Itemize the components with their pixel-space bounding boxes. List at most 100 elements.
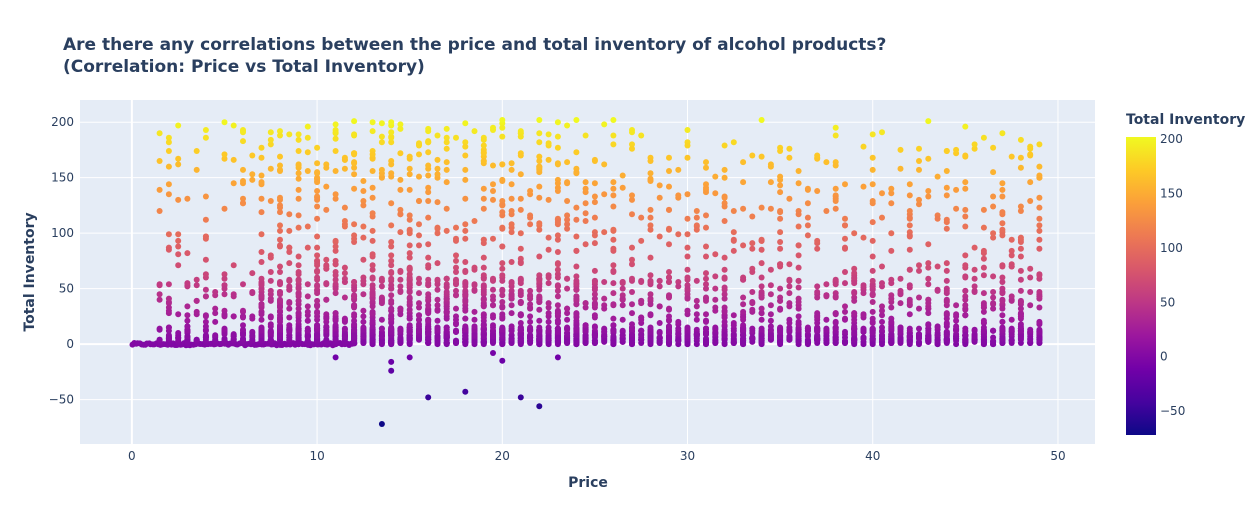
data-point [573,273,580,280]
data-point [795,313,802,320]
data-point [684,127,691,133]
data-point [240,313,246,320]
data-point [730,208,737,214]
data-point [934,286,941,293]
data-point [1017,334,1024,341]
data-point [462,283,469,290]
data-point [406,275,413,282]
data-point [406,289,413,295]
data-point [758,305,765,312]
data-point [638,316,645,323]
data-point [962,252,969,259]
y-tick-label: 150 [51,171,74,185]
data-point [434,276,441,283]
data-point [842,308,848,315]
data-point [351,327,358,334]
data-point [453,292,459,299]
data-point [795,321,802,328]
data-point [193,308,200,315]
data-point [629,196,635,203]
data-point [758,327,765,334]
data-point [980,302,987,309]
data-point [277,236,283,243]
data-point [656,194,663,201]
data-point [480,275,487,282]
data-point [795,223,802,230]
data-point [925,155,932,162]
data-point [990,234,997,241]
data-point [629,340,635,346]
data-point [406,250,413,257]
data-point [712,296,719,303]
data-point [406,216,413,223]
data-point [814,289,821,295]
data-point [1017,203,1024,210]
data-point [999,318,1006,325]
data-point [360,333,367,340]
data-point [471,316,478,323]
data-point [193,166,200,173]
data-point [934,263,941,270]
data-point [490,162,496,169]
data-point [397,125,404,132]
data-point [582,200,589,207]
data-point [730,229,737,236]
data-point [360,277,367,284]
data-point [258,333,265,340]
data-point [267,314,274,321]
data-point [777,182,784,189]
data-point [1027,152,1034,159]
data-point [786,326,793,333]
data-point [508,221,515,228]
data-point [1036,215,1043,222]
data-point [434,171,441,178]
data-point [323,164,330,171]
data-point [999,325,1006,332]
data-point [360,291,367,298]
data-point [351,235,358,242]
data-point [758,246,765,253]
data-point [712,251,719,258]
data-point [591,312,598,319]
x-tick-label: 50 [1050,449,1065,463]
data-point [554,283,561,290]
data-point [554,266,561,273]
data-point [277,227,283,234]
data-point [221,155,228,162]
data-point [332,331,339,338]
data-point [962,206,969,213]
data-point [406,186,413,193]
data-point [545,310,552,317]
data-point [962,179,969,186]
data-point [777,261,784,268]
data-point [156,186,163,193]
data-point [314,337,321,344]
data-point [842,181,848,188]
data-point [591,180,598,187]
data-point [332,237,339,244]
data-point [675,283,682,290]
data-point [943,310,950,317]
x-axis-title: Price [568,475,608,491]
data-point [332,290,339,297]
data-point [554,144,561,151]
data-point [842,334,848,341]
data-point [304,293,311,300]
data-point [443,125,450,132]
data-point [249,290,256,297]
data-point [990,294,997,301]
data-point [906,325,913,332]
data-point [1036,204,1043,211]
data-point [406,335,413,342]
data-point [925,300,932,307]
data-point [832,320,839,326]
data-point [842,215,848,222]
data-point [258,209,265,216]
data-point [684,142,691,149]
data-point [378,316,385,323]
data-point [416,141,422,148]
data-point [684,274,691,281]
data-point [360,313,367,320]
data-point [897,146,904,153]
data-point [814,237,821,244]
